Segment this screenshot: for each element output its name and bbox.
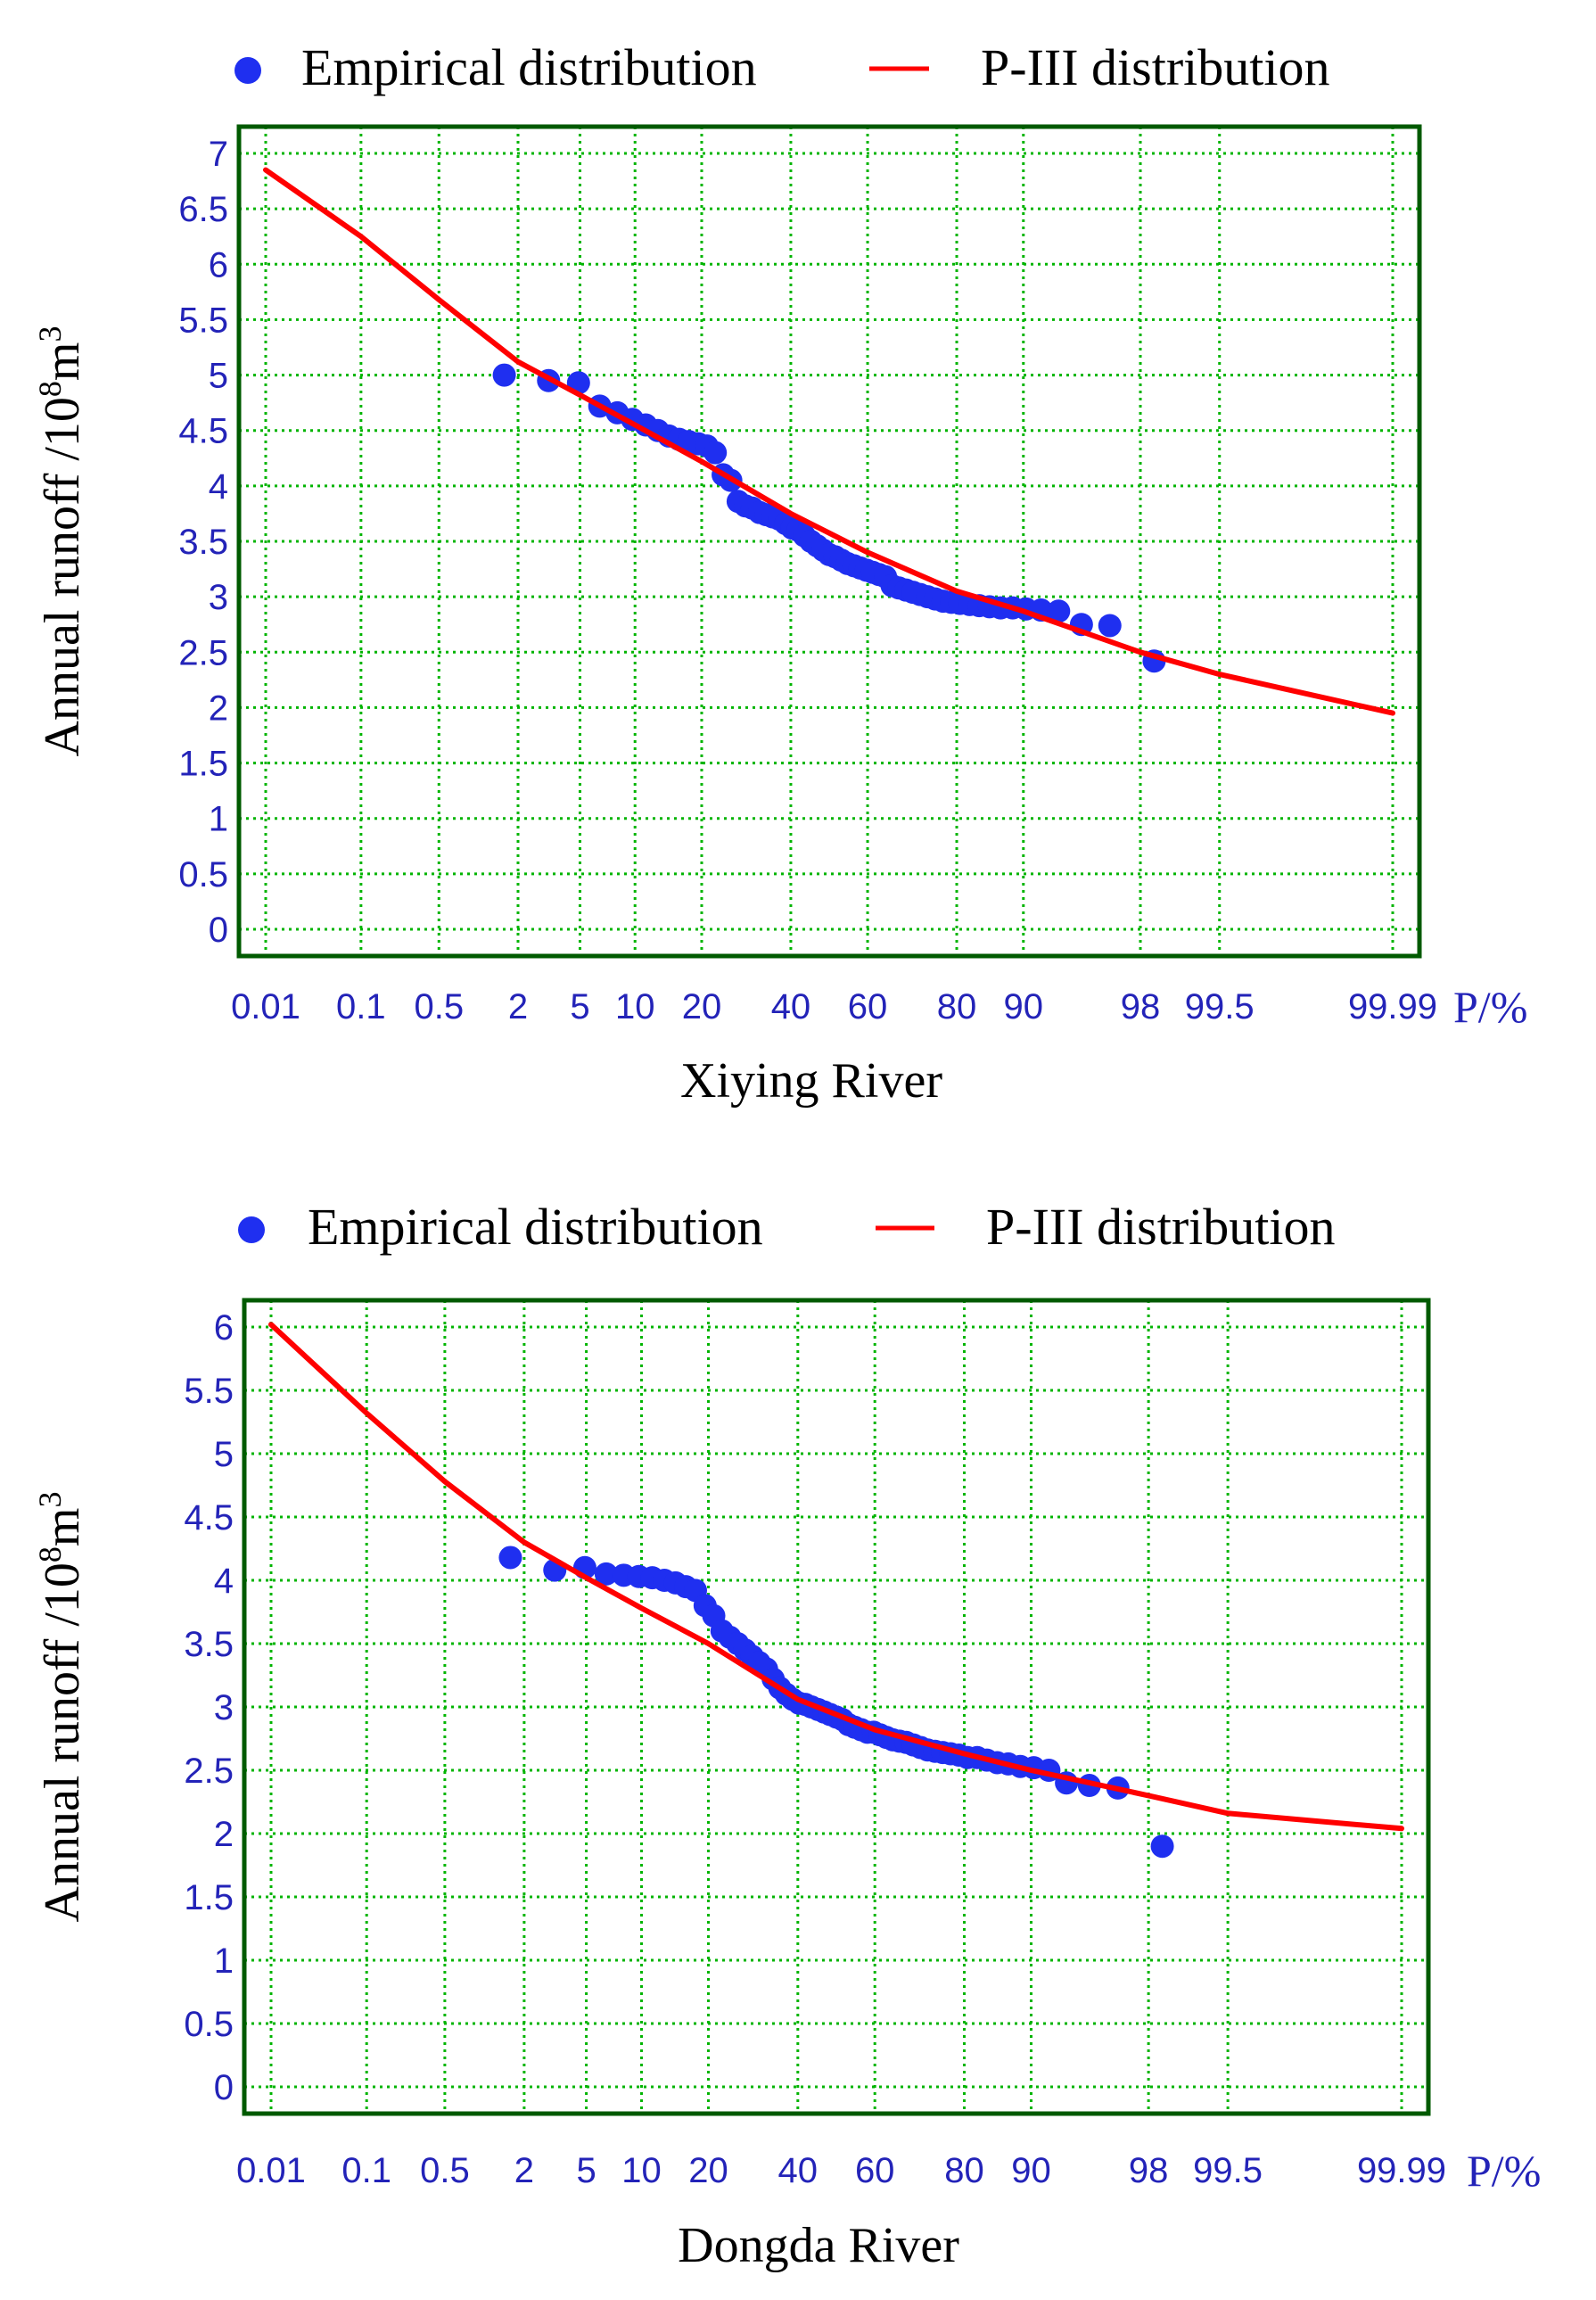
x-tick-label: 20: [682, 987, 722, 1026]
y-axis-label: Annual runoff /108m3: [32, 326, 90, 757]
chart-panel-1: 0 0.5 1 1.5 2 2.5 3 3.5 4 4.5 5 5.5 6 6.5 7 0.01 0.1 0.5 2…: [32, 38, 1527, 1109]
x-tick-label: 98: [1129, 2151, 1169, 2190]
y-tick-label: 7: [209, 135, 228, 174]
x-tick-label: 5: [576, 2151, 596, 2190]
x-tick-label: 60: [855, 2151, 895, 2190]
x-tick-label: 0.1: [341, 2151, 391, 2190]
legend-label-empirical: Empirical distribution: [308, 1198, 763, 1256]
y-tick-label: 0: [209, 911, 228, 950]
x-tick-label: 90: [1004, 987, 1044, 1026]
x-tick-label: 5: [570, 987, 589, 1026]
y-tick-label: 5.5: [178, 301, 228, 340]
y-tick-label: 0: [214, 2068, 234, 2107]
x-tick-label: 0.01: [236, 2151, 306, 2190]
x-tick-label: 0.5: [414, 987, 464, 1026]
y-tick-label: 5.5: [184, 1372, 234, 1411]
plot-frame: [236, 124, 1422, 959]
p3-curve: [268, 1322, 1404, 1832]
x-axis-label: Xiying River: [680, 1053, 942, 1109]
y-tick-label: 1.5: [178, 745, 228, 784]
x-tick-label: 40: [778, 2151, 819, 2190]
y-tick-label: 3: [209, 578, 228, 617]
x-unit-label: P/%: [1453, 982, 1527, 1032]
x-tick-label: 2: [508, 987, 528, 1026]
x-tick-label: 99.99: [1357, 2151, 1446, 2190]
empirical-point: [1150, 1834, 1174, 1859]
empirical-point: [703, 441, 728, 465]
x-tick-label: 10: [621, 2151, 662, 2190]
y-tick-label: 5: [214, 1435, 234, 1474]
y-tick-label: 4: [209, 467, 228, 507]
x-tick-label: 98: [1121, 987, 1161, 1026]
y-tick-label: 4.5: [178, 412, 228, 451]
x-tick-label: 0.01: [231, 987, 300, 1026]
legend-label-p3: P-III distribution: [986, 1198, 1335, 1256]
legend-marker-empirical: [238, 1216, 265, 1243]
y-tick-label: 3.5: [178, 523, 228, 562]
x-tick-label: 80: [937, 987, 977, 1026]
y-tick-label: 2: [214, 1815, 234, 1854]
x-unit-label: P/%: [1467, 2146, 1541, 2196]
legend-marker-empirical: [234, 57, 261, 84]
y-tick-label: 1: [214, 1941, 234, 1981]
x-tick-label: 20: [688, 2151, 728, 2190]
x-tick-label: 2: [514, 2151, 534, 2190]
x-tick-label: 40: [771, 987, 811, 1026]
y-tick-label: 1: [209, 800, 228, 839]
y-tick-label: 0.5: [184, 2005, 234, 2044]
x-tick-label: 90: [1011, 2151, 1051, 2190]
y-tick-label: 6.5: [178, 190, 228, 229]
x-tick-label: 0.1: [336, 987, 386, 1026]
y-tick-label: 0.5: [178, 855, 228, 894]
y-tick-label: 3.5: [184, 1625, 234, 1664]
empirical-point: [594, 1562, 618, 1586]
x-tick-label: 80: [944, 2151, 984, 2190]
p3-curve: [263, 167, 1395, 716]
y-tick-label: 2.5: [178, 633, 228, 672]
y-tick-label: 2.5: [184, 1752, 234, 1791]
legend-label-p3: P-III distribution: [981, 38, 1329, 96]
plot-frame: [242, 1298, 1431, 2116]
legend-label-empirical: Empirical distribution: [301, 38, 757, 96]
x-tick-label: 10: [615, 987, 655, 1026]
x-tick-label: 99.5: [1193, 2151, 1263, 2190]
y-tick-label: 6: [209, 245, 228, 284]
x-tick-label: 60: [848, 987, 888, 1026]
y-tick-label: 5: [209, 357, 228, 396]
empirical-point: [492, 363, 516, 387]
chart-panel-2: 0 0.5 1 1.5 2 2.5 3 3.5 4 4.5 5 5.5 6 0.01 0.1 0.5 2 5 10 2…: [32, 1198, 1541, 2273]
y-tick-label: 4: [214, 1562, 234, 1601]
y-tick-label: 6: [214, 1308, 234, 1348]
empirical-point: [498, 1546, 522, 1570]
x-tick-label: 0.5: [420, 2151, 470, 2190]
y-axis-label: Annual runoff /108m3: [32, 1492, 90, 1923]
y-tick-label: 2: [209, 688, 228, 728]
y-tick-label: 1.5: [184, 1878, 234, 1917]
x-axis-label: Dongda River: [678, 2218, 959, 2273]
y-tick-label: 3: [214, 1688, 234, 1727]
x-tick-label: 99.99: [1348, 987, 1437, 1026]
x-tick-label: 99.5: [1185, 987, 1255, 1026]
y-tick-label: 4.5: [184, 1498, 234, 1537]
empirical-point: [1047, 599, 1071, 623]
empirical-point: [1098, 614, 1122, 638]
